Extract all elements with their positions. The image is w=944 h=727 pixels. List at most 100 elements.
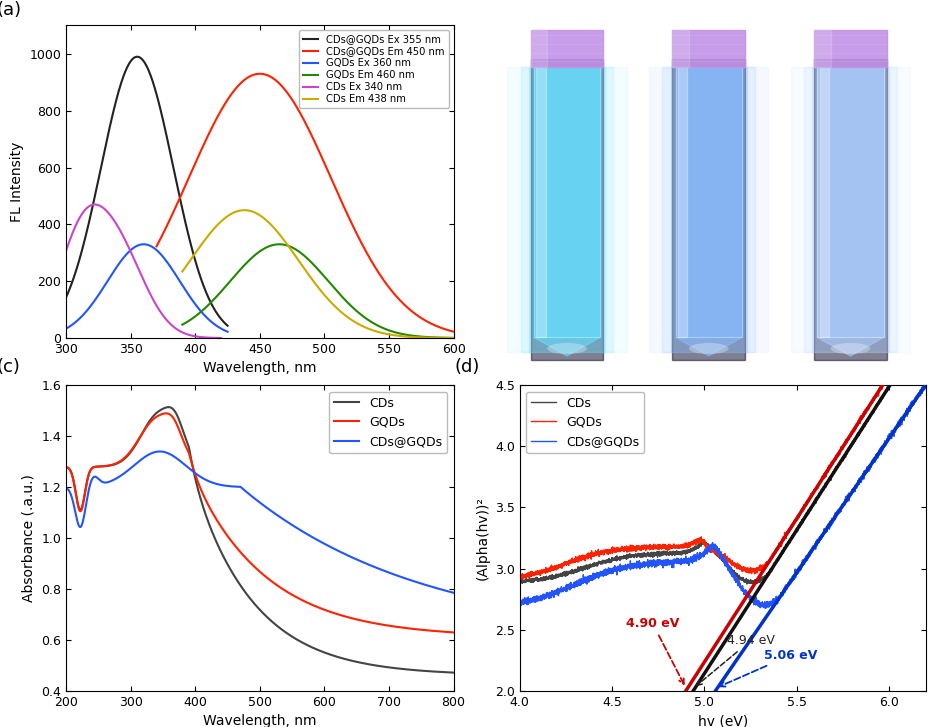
CDs@GQDs: [708, 542, 719, 550]
CDs@GQDs: [923, 381, 935, 390]
GQDs Em 460 nm: [274, 240, 285, 249]
GQDs Ex 360 nm: [182, 289, 194, 298]
Polygon shape: [817, 337, 883, 356]
CDs: [911, 381, 922, 390]
CDs@GQDs Em 450 nm: [324, 170, 335, 179]
CDs@GQDs Em 450 nm: [254, 69, 265, 78]
Text: 4.90 eV: 4.90 eV: [625, 617, 683, 684]
GQDs: [876, 381, 887, 390]
CDs Ex 340 nm: [130, 260, 142, 269]
CDs Ex 340 nm: [177, 329, 189, 337]
GQDs: [440, 627, 451, 636]
Legend: CDs, GQDs, CDs@GQDs: CDs, GQDs, CDs@GQDs: [526, 392, 644, 453]
GQDs Ex 360 nm: [138, 240, 149, 249]
Polygon shape: [649, 67, 767, 352]
Polygon shape: [790, 67, 909, 352]
Y-axis label: (Alpha(hv))²: (Alpha(hv))²: [475, 496, 489, 580]
Polygon shape: [803, 67, 896, 352]
CDs@GQDs Em 450 nm: [447, 327, 459, 336]
GQDs: [127, 443, 139, 451]
CDs: [226, 567, 237, 576]
CDs Em 438 nm: [246, 207, 258, 216]
CDs: [740, 579, 751, 588]
GQDs: [685, 539, 697, 547]
CDs Ex 340 nm: [215, 334, 227, 342]
Polygon shape: [817, 67, 883, 337]
Line: CDs@GQDs: CDs@GQDs: [519, 385, 929, 608]
GQDs: [60, 462, 72, 471]
CDs@GQDs: [911, 392, 922, 401]
CDs Ex 340 nm: [152, 303, 163, 312]
CDs@GQDs: [685, 554, 697, 563]
CDs@GQDs: [440, 587, 451, 595]
GQDs Em 460 nm: [246, 253, 258, 262]
Line: GQDs Ex 360 nm: GQDs Ex 360 nm: [66, 244, 228, 332]
CDs@GQDs: [890, 424, 902, 433]
Polygon shape: [675, 337, 741, 356]
CDs@GQDs Em 450 nm: [407, 308, 418, 316]
X-axis label: Wavelength, nm: Wavelength, nm: [203, 361, 316, 375]
GQDs Em 460 nm: [358, 313, 369, 321]
Line: CDs: CDs: [66, 407, 453, 672]
CDs: [209, 534, 220, 542]
Polygon shape: [533, 337, 599, 356]
Line: GQDs Em 460 nm: GQDs Em 460 nm: [182, 244, 453, 338]
Polygon shape: [672, 30, 688, 67]
CDs@GQDs Em 450 nm: [376, 274, 387, 283]
CDs@GQDs: [398, 574, 410, 582]
Line: CDs Ex 340 nm: CDs Ex 340 nm: [66, 204, 221, 338]
CDs@GQDs: [919, 381, 930, 390]
GQDs Em 460 nm: [381, 325, 393, 334]
CDs Em 438 nm: [299, 266, 311, 275]
CDs@GQDs: [811, 537, 822, 545]
GQDs: [515, 575, 527, 584]
Polygon shape: [529, 67, 604, 352]
CDs@GQDs Ex 355 nm: [168, 167, 179, 176]
GQDs Em 460 nm: [225, 276, 236, 285]
Polygon shape: [520, 67, 613, 352]
CDs@GQDs Ex 355 nm: [131, 52, 143, 61]
CDs Ex 340 nm: [100, 206, 111, 215]
CDs@GQDs Ex 355 nm: [89, 193, 100, 201]
Y-axis label: Absorbance (.a.u.): Absorbance (.a.u.): [22, 474, 36, 602]
CDs: [708, 548, 719, 557]
CDs: [689, 544, 700, 553]
GQDs Ex 360 nm: [89, 296, 100, 305]
Text: 5.06 eV: 5.06 eV: [719, 649, 816, 686]
Line: CDs@GQDs Ex 355 nm: CDs@GQDs Ex 355 nm: [66, 57, 228, 326]
CDs Ex 340 nm: [60, 246, 72, 254]
GQDs Ex 360 nm: [168, 268, 179, 277]
CDs@GQDs Em 450 nm: [331, 188, 343, 196]
CDs: [127, 444, 139, 453]
CDs@GQDs Ex 355 nm: [222, 321, 233, 330]
Legend: CDs@GQDs Ex 355 nm, CDs@GQDs Em 450 nm, GQDs Ex 360 nm, GQDs Em 460 nm, CDs Ex 3: CDs@GQDs Ex 355 nm, CDs@GQDs Em 450 nm, …: [299, 31, 448, 108]
CDs@GQDs: [689, 556, 700, 565]
CDs@GQDs: [759, 604, 770, 613]
Text: (d): (d): [454, 358, 480, 376]
CDs: [685, 545, 697, 553]
GQDs Ex 360 nm: [102, 276, 113, 285]
Polygon shape: [535, 67, 546, 337]
Polygon shape: [672, 30, 744, 67]
Ellipse shape: [688, 343, 728, 354]
Ellipse shape: [830, 343, 869, 354]
Line: CDs@GQDs Em 450 nm: CDs@GQDs Em 450 nm: [157, 73, 453, 332]
CDs: [883, 381, 894, 390]
CDs: [60, 462, 72, 471]
Polygon shape: [814, 30, 830, 67]
GQDs: [105, 461, 116, 470]
GQDs: [209, 513, 220, 521]
GQDs: [890, 381, 902, 390]
Polygon shape: [677, 67, 687, 337]
CDs: [447, 668, 459, 677]
Text: (a): (a): [0, 1, 22, 19]
CDs: [440, 668, 451, 677]
CDs@GQDs: [209, 479, 220, 488]
CDs@GQDs Ex 355 nm: [60, 293, 72, 302]
CDs@GQDs Ex 355 nm: [182, 229, 194, 238]
GQDs: [911, 381, 922, 390]
Polygon shape: [814, 60, 885, 360]
CDs@GQDs Ex 355 nm: [134, 53, 145, 62]
Line: CDs@GQDs: CDs@GQDs: [66, 451, 453, 593]
CDs@GQDs Em 450 nm: [340, 207, 351, 216]
